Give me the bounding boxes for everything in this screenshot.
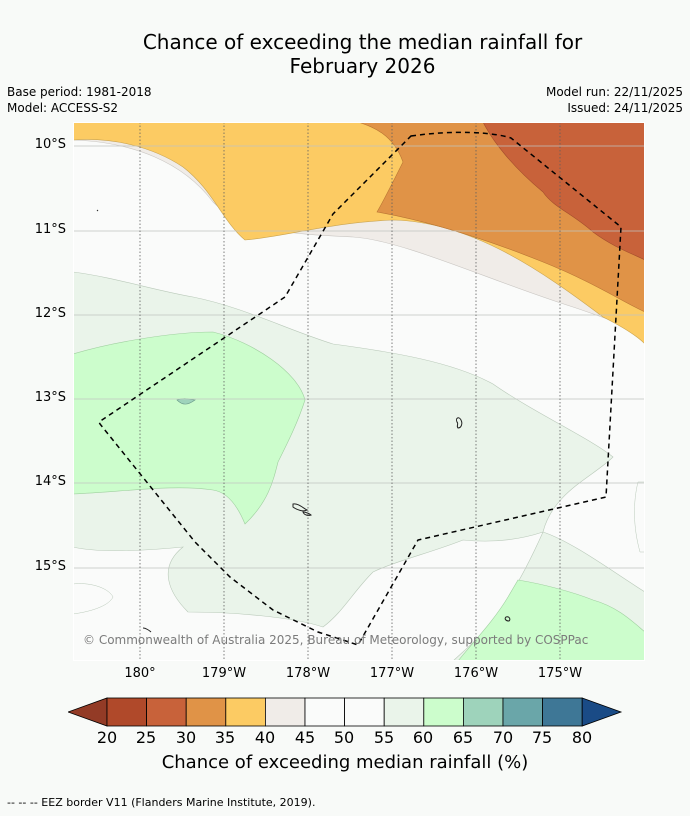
title-line-2: February 2026 [289,54,436,78]
island-d [504,616,511,622]
region-small-patch-b [634,481,645,553]
model-run: Model run: 22/11/2025 [545,85,683,99]
islands [96,209,511,633]
map-svg [73,122,645,661]
eez-border [98,131,622,646]
cb-tick-35: 35 [214,728,236,747]
colorbar-bins [106,697,583,727]
cb-tick-80: 80 [571,728,593,747]
eez-legend: -- -- -- EEZ border V11 (Flanders Marine… [7,796,316,809]
colorbar-title: Chance of exceeding median rainfall (%) [161,752,529,773]
longitude-gridlines [139,122,561,661]
lat-label-13s: 13°S [34,390,66,405]
lon-label-176w: 176°W [453,666,499,681]
bin-45-50 [304,697,345,727]
cb-tick-45: 45 [294,728,316,747]
model-name: Model: ACCESS-S2 [7,101,119,115]
forecast-map[interactable] [73,122,645,661]
cb-tick-65: 65 [452,728,474,747]
region-25-30 [482,122,645,261]
bin-75-80 [542,697,583,727]
lat-label-11s: 11°S [34,222,66,237]
cb-tick-60: 60 [412,728,434,747]
region-60-65 [73,331,306,525]
cb-tick-75: 75 [531,728,553,747]
cb-tick-40: 40 [254,728,276,747]
cb-tick-20: 20 [96,728,118,747]
island-b [292,503,309,512]
cb-tick-30: 30 [175,728,197,747]
base-period: Base period: 1981-2018 [7,85,152,99]
region-60-65-b [457,579,645,661]
meta-right: Model run: 22/11/2025 Issued: 24/11/2025 [546,84,683,116]
bin-60-65 [423,697,464,727]
cb-tick-50: 50 [333,728,355,747]
lon-label-179w: 179°W [201,666,247,681]
issued-date: Issued: 24/11/2025 [567,101,683,115]
lon-label-175w: 175°W [537,666,583,681]
bin-50-55 [344,697,385,727]
title-line-1: Chance of exceeding the median rainfall … [142,30,583,54]
cb-tick-25: 25 [135,728,157,747]
cb-tick-55: 55 [373,728,395,747]
lon-label-178w: 178°W [285,666,331,681]
island-c [302,511,312,516]
meta-left: Base period: 1981-2018 Model: ACCESS-S2 [7,84,152,116]
lat-label-15s: 15°S [34,559,66,574]
lat-label-12s: 12°S [34,306,66,321]
bin-40-45 [264,697,306,727]
map-frame [73,122,645,661]
lat-label-10s: 10°S [34,137,66,152]
bin-55-60 [383,697,425,727]
colorbar-arrow-left [68,697,108,727]
bin-65-70 [462,697,504,727]
bin-70-75 [502,697,543,727]
bin-30-35 [185,697,227,727]
colorbar [68,697,623,727]
latitude-gridlines [73,145,645,569]
island-f [96,209,99,212]
lon-label-180: 180° [124,666,156,681]
lat-label-14s: 14°S [34,474,66,489]
lon-label-177w: 177°W [369,666,415,681]
bin-20-25 [106,697,147,727]
island-a [456,417,463,429]
colorbar-arrow-right [581,697,623,727]
island-e [142,627,152,633]
chart-title: Chance of exceeding the median rainfall … [0,30,690,78]
bin-35-40 [225,697,266,727]
cb-tick-70: 70 [492,728,514,747]
bin-25-30 [146,697,187,727]
copyright-text: © Commonwealth of Australia 2025, Bureau… [83,633,589,647]
region-small-patch [73,583,114,615]
